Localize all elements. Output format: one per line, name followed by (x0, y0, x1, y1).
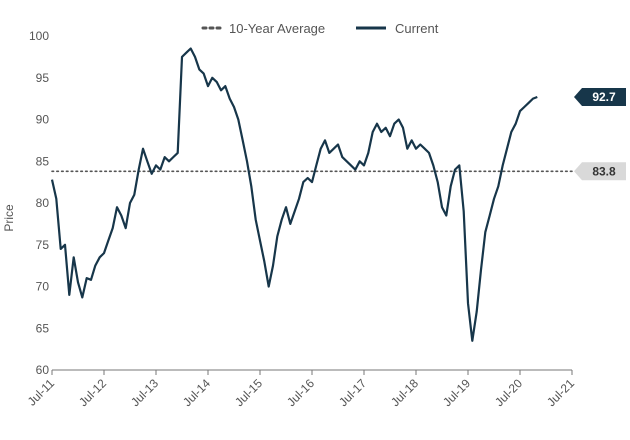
x-tick-label: Jul-18 (388, 376, 421, 409)
x-tick-label: Jul-13 (128, 376, 161, 409)
x-tick-label: Jul-19 (440, 376, 473, 409)
y-tick-label: 85 (36, 154, 50, 168)
x-tick-label: Jul-14 (180, 376, 213, 409)
y-tick-label: 75 (36, 238, 50, 252)
x-tick-label: Jul-20 (492, 376, 525, 409)
x-tick-label: Jul-12 (76, 376, 109, 409)
average-callout-label: 83.8 (592, 164, 616, 178)
x-tick-label: Jul-16 (284, 376, 317, 409)
legend-label-current: Current (395, 21, 439, 36)
x-tick-label: Jul-17 (336, 376, 369, 409)
current-line (50, 47, 538, 342)
x-tick-label: Jul-21 (544, 376, 577, 409)
legend: 10-Year Average Current (201, 21, 439, 36)
y-axis: 60 65 70 75 80 85 90 95 100 (29, 29, 49, 377)
current-callout-box (574, 87, 626, 106)
callouts: 92.7 83.8 (574, 87, 626, 181)
y-axis-label: Price (2, 204, 16, 232)
x-axis: Jul-11 Jul-12 Jul-13 Jul-14 Jul-15 Jul-16 Jul-… (25, 369, 577, 409)
plot-area (50, 47, 573, 342)
y-tick-label: 95 (36, 71, 50, 85)
y-tick-label: 65 (36, 321, 50, 335)
x-tick-label: Jul-15 (232, 376, 265, 409)
y-tick-label: 100 (29, 29, 49, 43)
legend-item-average: 10-Year Average (201, 21, 325, 36)
legend-item-current: Current (356, 21, 439, 36)
y-tick-label: 60 (36, 363, 50, 377)
x-tick-label: Jul-11 (25, 376, 58, 409)
y-tick-label: 80 (36, 196, 50, 210)
current-callout-label: 92.7 (592, 90, 616, 104)
y-tick-label: 90 (36, 113, 50, 127)
average-callout-box (574, 162, 626, 181)
y-tick-label: 70 (36, 280, 50, 294)
legend-label-average: 10-Year Average (229, 21, 325, 36)
